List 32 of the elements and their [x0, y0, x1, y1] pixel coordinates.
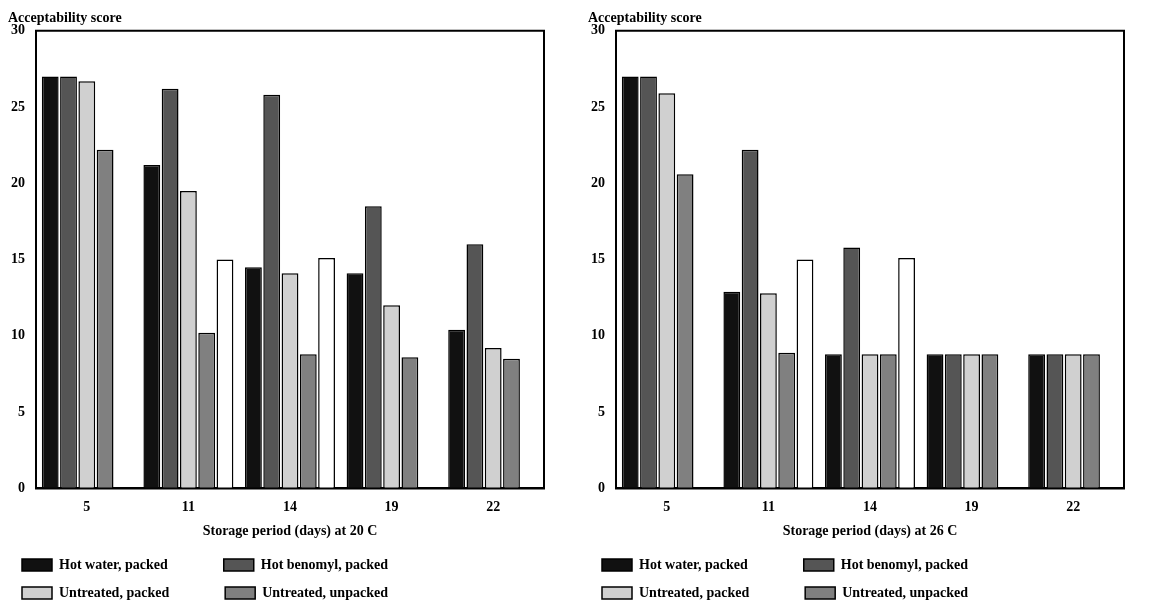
x-tick-label: 19	[964, 499, 979, 515]
y-tick-label: 5	[598, 403, 605, 419]
y-tick-label: 10	[591, 327, 605, 343]
x-tick-label: 11	[761, 499, 776, 515]
x-tick-label: 5	[663, 499, 671, 515]
y-tick-label: 15	[591, 251, 605, 267]
legend-label: Hot benomyl, packed	[260, 556, 430, 572]
y-tick-label: 10	[11, 327, 25, 343]
y-tick-label: 20	[591, 174, 605, 190]
y-tick-label: 15	[11, 251, 25, 267]
legend-label: Untreated, unpacked	[842, 584, 1010, 600]
y-tick-label: 0	[18, 480, 25, 496]
x-tick-label: 22	[1066, 499, 1081, 515]
y-tick-label: 0	[598, 480, 605, 496]
y-tick-label: 25	[11, 98, 25, 114]
legend-label: Hot benomyl, packed	[840, 556, 1010, 572]
x-tick-label: 19	[384, 499, 399, 515]
x-tick-label: 22	[486, 499, 501, 515]
y-tick-label: 20	[11, 174, 25, 190]
x-axis-title: Storage period (days) at 20 C	[202, 523, 378, 540]
x-tick-label: 14	[863, 499, 877, 515]
x-tick-label: 5	[83, 499, 91, 515]
x-tick-label: 14	[283, 499, 297, 515]
legend-label: Hot water, packed	[639, 556, 790, 572]
y-tick-label: 25	[591, 98, 605, 114]
x-tick-label: 11	[181, 499, 196, 515]
legend-label: Untreated, packed	[639, 584, 792, 600]
legend-label: Untreated, packed	[59, 584, 212, 600]
legend-label: Untreated, unpacked	[262, 584, 430, 600]
y-tick-label: 5	[18, 403, 25, 419]
x-axis-title: Storage period (days) at 26 C	[782, 523, 958, 540]
legend-label: Hot water, packed	[59, 556, 210, 572]
